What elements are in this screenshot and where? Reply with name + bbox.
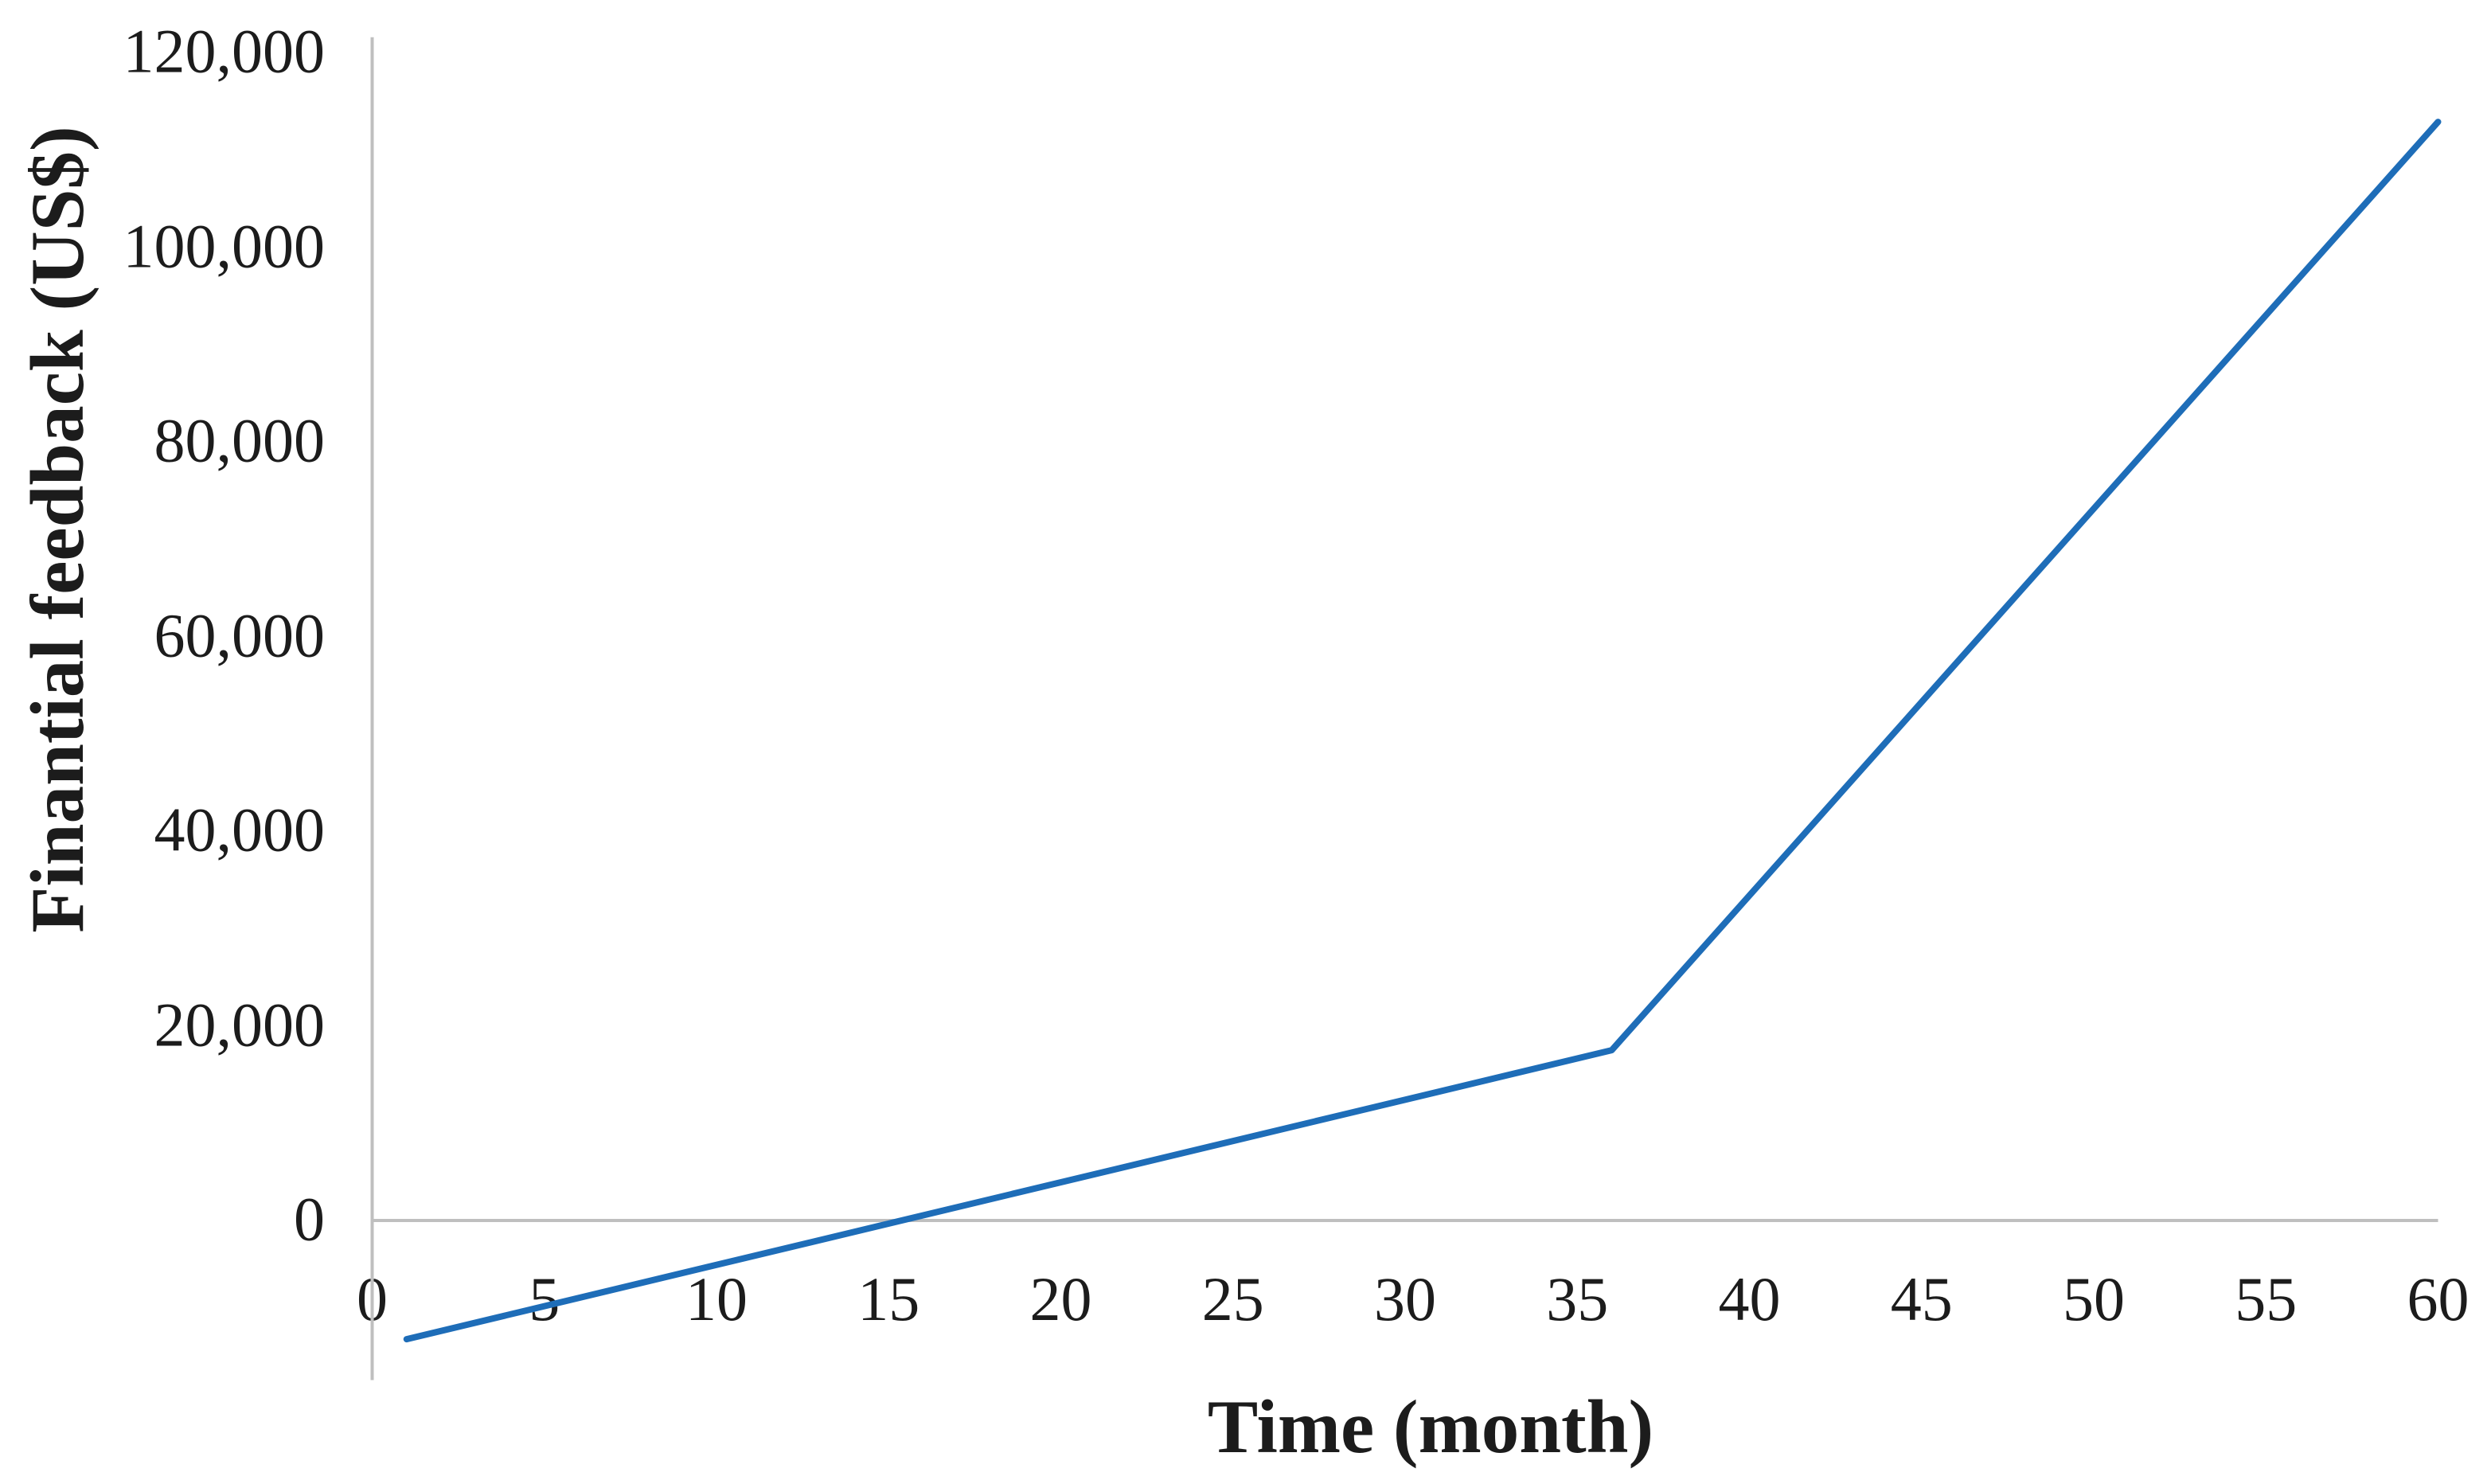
x-tick-label: 30 — [1374, 1264, 1436, 1334]
y-tick-label: 20,000 — [154, 989, 326, 1059]
y-tick-label: 100,000 — [123, 211, 326, 281]
y-tick-label: 60,000 — [154, 600, 326, 670]
x-tick-label: 50 — [2063, 1264, 2125, 1334]
x-tick-label: 55 — [2235, 1264, 2298, 1334]
x-tick-label: 45 — [1890, 1264, 1953, 1334]
x-tick-label: 35 — [1546, 1264, 1609, 1334]
x-tick-label: 20 — [1029, 1264, 1092, 1334]
y-tick-label: 80,000 — [154, 405, 326, 475]
x-tick-label: 10 — [685, 1264, 748, 1334]
y-tick-label: 40,000 — [154, 795, 326, 865]
x-tick-label: 40 — [1718, 1264, 1781, 1334]
x-tick-label: 5 — [529, 1264, 560, 1334]
series-line — [403, 119, 2442, 1343]
x-tick-label: 60 — [2407, 1264, 2470, 1334]
x-tick-label: 25 — [1201, 1264, 1264, 1334]
y-tick-label: 0 — [294, 1184, 325, 1254]
x-tick-label: 15 — [857, 1264, 920, 1334]
y-tick-label: 120,000 — [123, 16, 326, 86]
x-axis-title: Time (month) — [1207, 1384, 1654, 1469]
